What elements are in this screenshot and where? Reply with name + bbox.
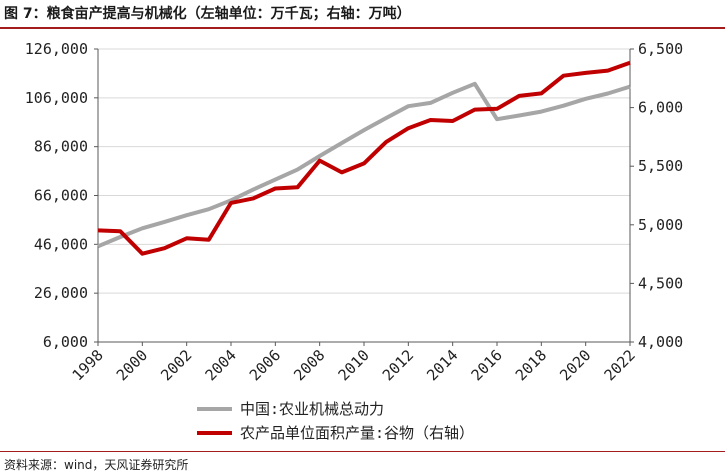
chart-title: 图 7：粮食亩产提高与机械化（左轴单位：万千瓦；右轴：万吨） [4, 6, 411, 22]
source-rule [0, 451, 725, 452]
x-tick-label-12: 2022 [601, 346, 639, 384]
x-tick-label-0: 1998 [69, 346, 107, 384]
x-tick-label-7: 2012 [379, 346, 417, 384]
x-tick-label-5: 2008 [290, 346, 328, 384]
right-tick-label-4: 6,000 [638, 99, 683, 117]
left-tick-label-0: 6,000 [43, 333, 88, 351]
title-rule [0, 27, 725, 29]
right-tick-label-0: 4,000 [638, 333, 683, 351]
right-tick-label-2: 5,000 [638, 216, 683, 234]
series-line-2 [97, 60, 631, 256]
right-tick-label-3: 5,500 [638, 157, 683, 175]
source-note: 资料来源：wind，天风证券研究所 [4, 458, 189, 472]
x-tick-label-8: 2014 [423, 346, 461, 384]
right-tick-label-1: 4,500 [638, 274, 683, 292]
left-tick-label-1: 26,000 [34, 284, 88, 302]
x-tick-label-6: 2010 [335, 346, 373, 384]
legend-label-2: 农产品单位面积产量:谷物（右轴） [240, 424, 474, 442]
x-tick-label-1: 2000 [113, 346, 151, 384]
left-tick-label-3: 66,000 [34, 187, 88, 205]
left-tick-label-2: 46,000 [34, 235, 88, 253]
legend-label-1: 中国:农业机械总动力 [240, 400, 384, 418]
x-tick-label-9: 2016 [468, 346, 506, 384]
right-tick-label-5: 6,500 [638, 40, 683, 58]
series-line-1 [97, 81, 631, 249]
left-tick-label-4: 86,000 [34, 138, 88, 156]
left-tick-label-6: 126,000 [25, 40, 88, 58]
x-tick-label-4: 2006 [246, 346, 284, 384]
chart-header: 图 7：粮食亩产提高与机械化（左轴单位：万千瓦；右轴：万吨） [0, 0, 725, 29]
x-tick-label-3: 2004 [202, 346, 240, 384]
x-tick-label-10: 2018 [512, 346, 550, 384]
x-tick-label-2: 2002 [157, 346, 195, 384]
left-tick-label-5: 106,000 [25, 89, 88, 107]
x-tick-label-11: 2020 [556, 346, 594, 384]
